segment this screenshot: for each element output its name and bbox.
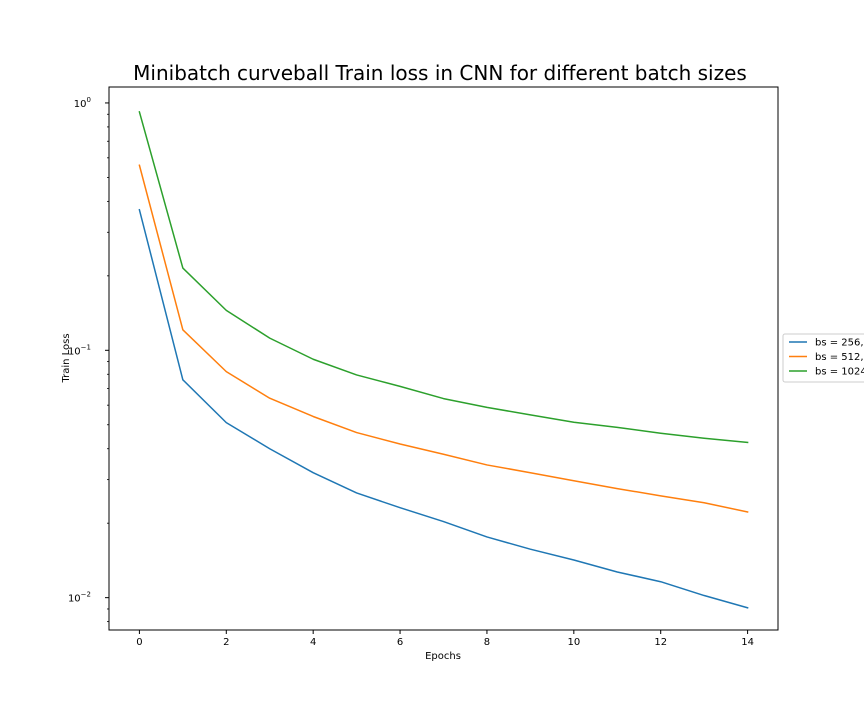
x-tick-label: 12 (654, 637, 667, 648)
x-tick-label: 4 (310, 637, 316, 648)
legend-label-1: bs = 256, (815, 338, 864, 349)
x-tick-label: 6 (397, 637, 403, 648)
series-line-1 (138, 208, 749, 609)
x-tick-label: 14 (741, 637, 754, 648)
legend-box (782, 333, 864, 383)
x-axis-label: Epochs (425, 651, 461, 662)
legend-label-2: bs = 512, (815, 352, 864, 363)
legend-label-3: bs = 1024 (815, 367, 864, 378)
x-tick-label: 8 (484, 637, 490, 648)
x-tick-label: 10 (567, 637, 580, 648)
x-tick-label: 2 (223, 637, 229, 648)
x-tick-label: 0 (136, 637, 142, 648)
plot-area (109, 87, 778, 630)
chart-title: Minibatch curveball Train loss in CNN fo… (133, 61, 747, 85)
series-line-3 (138, 110, 749, 444)
series-layer (138, 110, 749, 609)
y-axis-label: Train Loss (61, 333, 72, 383)
legend-items: bs = 256, bs = 512, bs = 1024 (789, 338, 864, 378)
legend: bs = 256, bs = 512, bs = 1024 (782, 333, 864, 383)
plot-border (108, 86, 779, 631)
series-line-2 (138, 164, 749, 513)
x-axis: 0 2 4 6 8 10 12 14 (136, 630, 754, 648)
